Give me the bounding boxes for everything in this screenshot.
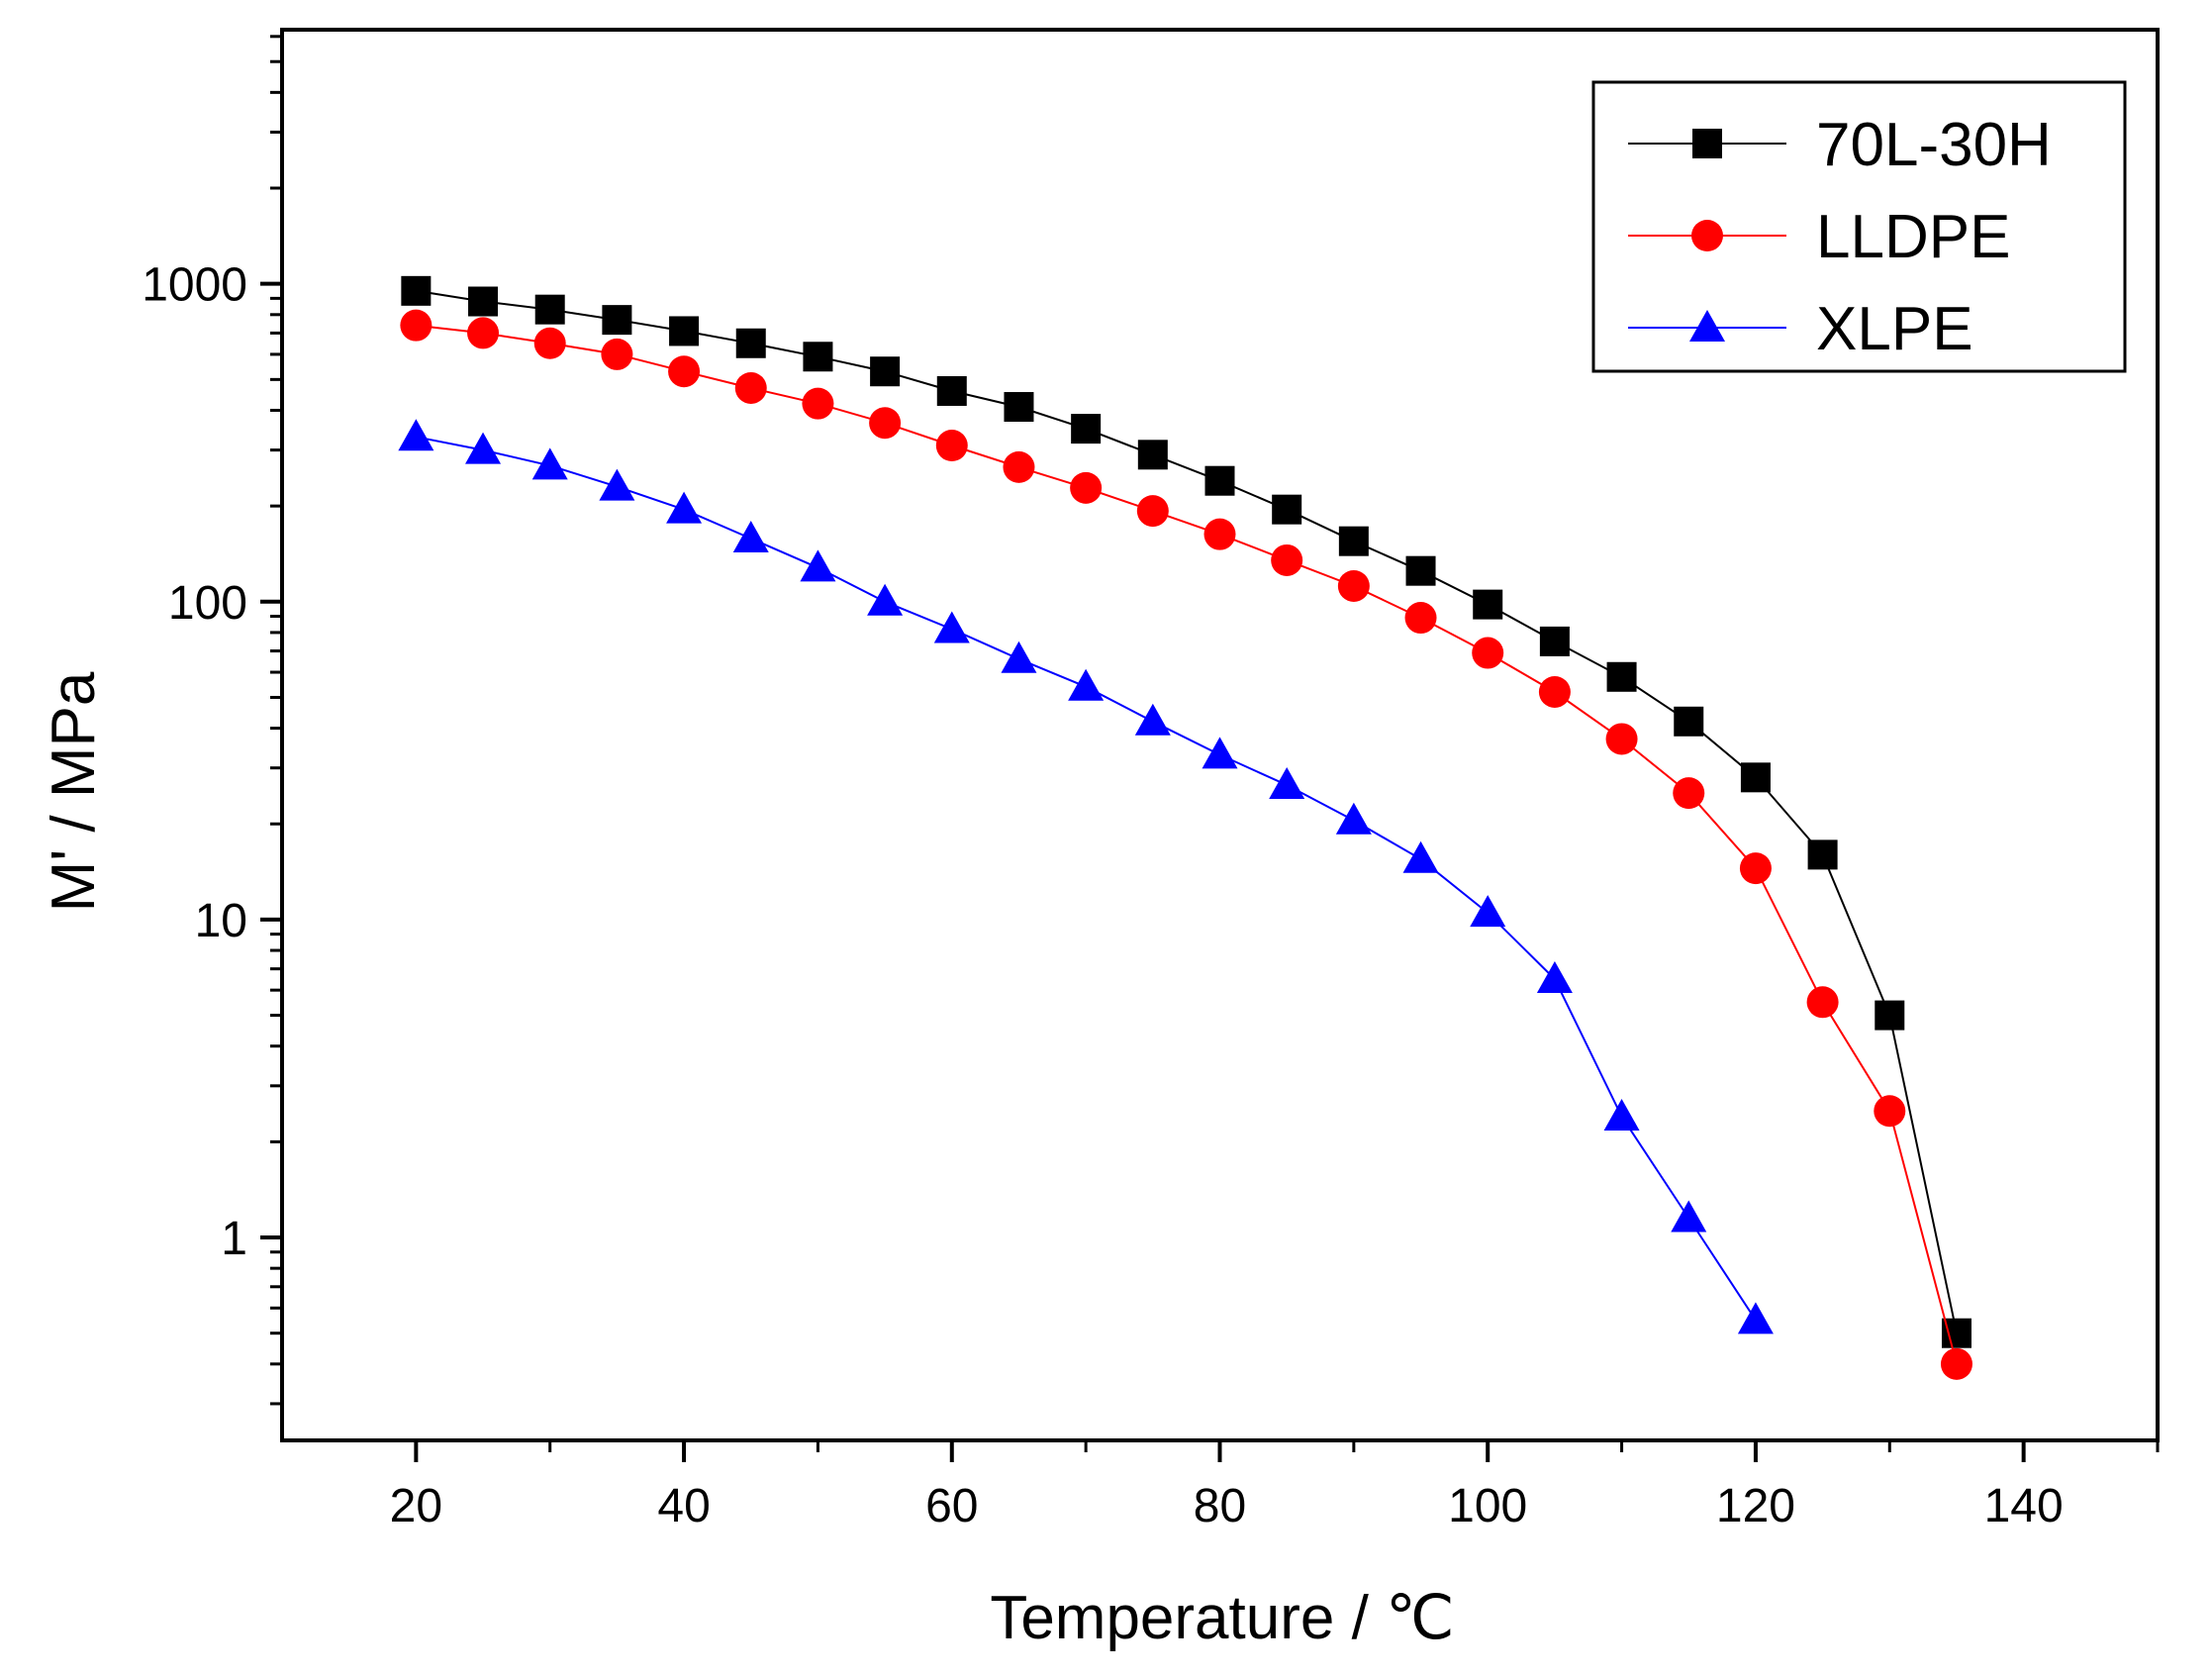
series-lldpe: [400, 309, 1972, 1380]
series-line: [416, 289, 1958, 1333]
data-point: [534, 294, 565, 325]
data-point: [1737, 1302, 1774, 1334]
data-point: [1136, 495, 1169, 528]
series-line: [416, 324, 1958, 1365]
data-point: [1404, 602, 1437, 635]
data-point: [1402, 840, 1439, 873]
data-point: [599, 468, 635, 501]
x-tick-label: 60: [925, 1480, 978, 1532]
data-point: [1671, 1200, 1707, 1233]
y-tick-label: 100: [168, 577, 247, 630]
x-tick-label: 40: [657, 1480, 710, 1532]
data-point: [1940, 1347, 1972, 1380]
x-tick-label: 80: [1194, 1480, 1246, 1532]
data-point: [1071, 414, 1102, 444]
x-tick-label: 120: [1716, 1480, 1795, 1532]
data-point: [936, 375, 967, 406]
legend-marker: [1692, 129, 1722, 158]
x-axis: 20 40 60 80 100 120 140: [390, 1440, 2160, 1532]
legend: 70L-30H LLDPE XLPE: [1591, 80, 2127, 373]
legend-label: LLDPE: [1816, 203, 2010, 271]
data-point: [800, 549, 836, 582]
data-point: [1203, 518, 1236, 550]
data-point: [1875, 1000, 1905, 1031]
data-point: [1204, 465, 1235, 496]
data-point: [531, 447, 568, 480]
data-point: [1472, 637, 1504, 669]
legend-label: XLPE: [1816, 295, 1973, 363]
data-point: [1337, 569, 1370, 602]
data-point: [1473, 589, 1503, 620]
data-point: [668, 355, 701, 388]
data-point: [1272, 494, 1302, 525]
data-point: [1739, 852, 1772, 885]
data-point: [1335, 802, 1372, 835]
data-point: [1134, 703, 1171, 736]
data-point: [533, 327, 566, 359]
data-point: [933, 611, 970, 643]
legend-label: 70L-30H: [1816, 111, 2052, 179]
y-tick-label: 10: [195, 895, 247, 947]
data-point: [1603, 1098, 1640, 1131]
data-point: [1605, 723, 1638, 755]
data-point: [1538, 675, 1571, 708]
data-point: [1806, 986, 1839, 1019]
data-point: [1807, 839, 1838, 870]
y-tick-label: 1: [221, 1213, 247, 1265]
data-point: [1202, 737, 1238, 769]
series-70l-30h: [401, 275, 1972, 1348]
data-point: [601, 338, 633, 370]
x-tick-label: 140: [1984, 1480, 2064, 1532]
y-tick-label: 1000: [142, 259, 247, 312]
data-point: [1338, 526, 1369, 556]
data-point: [1874, 1095, 1906, 1128]
data-point: [669, 316, 700, 346]
data-point: [468, 286, 499, 317]
data-point: [1269, 767, 1305, 800]
data-point: [867, 583, 904, 616]
data-point: [1539, 626, 1570, 656]
legend-box: [1591, 80, 2127, 373]
x-tick-label: 20: [390, 1480, 442, 1532]
data-point: [935, 430, 968, 462]
data-point: [1606, 661, 1637, 692]
data-point: [1271, 543, 1303, 576]
data-point: [465, 432, 502, 464]
data-point: [1001, 641, 1037, 673]
data-point: [1740, 762, 1771, 793]
data-point: [400, 309, 433, 342]
data-point: [602, 305, 632, 336]
data-point: [1674, 706, 1704, 737]
data-point: [869, 407, 902, 440]
data-point: [802, 387, 834, 420]
data-point: [803, 342, 833, 372]
legend-marker: [1691, 220, 1723, 251]
data-point: [870, 356, 901, 387]
series-layer: [398, 275, 1972, 1380]
x-tick-label: 100: [1448, 1480, 1527, 1532]
data-point: [734, 371, 767, 404]
y-axis-title: M' / MPa: [40, 671, 108, 912]
data-point: [401, 275, 432, 306]
data-point: [1070, 471, 1103, 504]
data-point: [735, 328, 766, 358]
x-axis-title: Temperature / ℃: [990, 1584, 1454, 1652]
data-point: [732, 521, 769, 553]
data-point: [1004, 392, 1034, 423]
data-point: [1536, 960, 1573, 993]
data-point: [666, 491, 703, 524]
series-xlpe: [398, 419, 1774, 1334]
y-axis: 1 10 100 1000: [142, 35, 282, 1406]
data-point: [1673, 777, 1705, 810]
legend-marker: [1689, 310, 1725, 342]
data-point: [1470, 895, 1506, 928]
data-point: [398, 419, 434, 451]
series-line: [416, 436, 1757, 1321]
data-point: [1137, 440, 1168, 470]
data-point: [467, 317, 500, 349]
data-point: [1068, 668, 1105, 701]
data-point: [1405, 555, 1436, 586]
data-point: [1003, 450, 1035, 483]
